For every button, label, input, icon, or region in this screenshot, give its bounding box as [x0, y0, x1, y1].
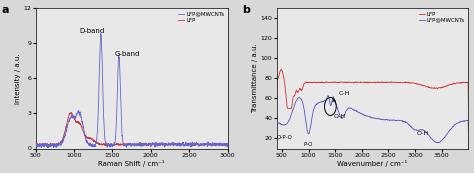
LFP@MWCNTs — [184, 144, 190, 146]
LFP — [273, 113, 279, 115]
Text: C-H: C-H — [333, 91, 350, 101]
X-axis label: Raman Shift / cm⁻¹: Raman Shift / cm⁻¹ — [98, 160, 165, 167]
Legend: LFP@MWCNTs, LFP: LFP@MWCNTs, LFP — [177, 11, 225, 23]
LFP — [33, 144, 38, 147]
LFP@MWCNTs — [98, 33, 104, 35]
Legend: LFP, LFP@MWCNTs: LFP, LFP@MWCNTs — [418, 11, 465, 23]
LFP — [126, 144, 132, 146]
LFP@MWCNTs — [126, 143, 132, 145]
LFP — [283, 99, 289, 101]
LFP — [460, 81, 466, 84]
LFP — [225, 145, 230, 147]
Line: LFP: LFP — [36, 113, 228, 146]
LFP — [43, 144, 48, 146]
LFP@MWCNTs — [362, 114, 368, 116]
LFP — [219, 144, 225, 146]
Text: O-H: O-H — [417, 131, 429, 136]
LFP@MWCNTs — [465, 136, 471, 138]
LFP@MWCNTs — [460, 120, 466, 122]
Text: O-P-O: O-P-O — [277, 135, 293, 140]
Line: LFP@MWCNTs: LFP@MWCNTs — [276, 95, 468, 143]
LFP@MWCNTs — [460, 120, 466, 122]
Text: b: b — [242, 5, 250, 15]
LFP — [184, 143, 190, 145]
LFP — [121, 143, 127, 145]
LFP@MWCNTs — [45, 147, 51, 149]
LFP — [460, 81, 466, 84]
LFP — [367, 81, 373, 83]
LFP — [219, 143, 225, 145]
Text: P-O: P-O — [304, 143, 313, 148]
Text: G-band: G-band — [115, 51, 140, 57]
LFP — [362, 81, 368, 83]
Text: a: a — [1, 5, 9, 15]
LFP@MWCNTs — [273, 136, 279, 139]
Y-axis label: Transmittance / a.u.: Transmittance / a.u. — [252, 43, 258, 113]
LFP@MWCNTs — [43, 143, 48, 145]
LFP@MWCNTs — [367, 116, 373, 118]
LFP — [69, 112, 74, 114]
LFP — [465, 114, 471, 116]
LFP@MWCNTs — [33, 145, 38, 147]
Line: LFP@MWCNTs: LFP@MWCNTs — [36, 34, 228, 148]
X-axis label: Wavenumber / cm⁻¹: Wavenumber / cm⁻¹ — [337, 160, 408, 167]
LFP@MWCNTs — [225, 146, 230, 148]
LFP@MWCNTs — [219, 143, 225, 145]
LFP — [278, 68, 284, 70]
LFP@MWCNTs — [425, 133, 430, 135]
LFP@MWCNTs — [435, 142, 441, 144]
Text: D-band: D-band — [80, 28, 105, 34]
LFP@MWCNTs — [121, 143, 127, 145]
Line: LFP: LFP — [276, 69, 468, 115]
LFP — [425, 86, 430, 88]
Text: O-H: O-H — [334, 114, 346, 119]
LFP@MWCNTs — [283, 123, 289, 125]
LFP@MWCNTs — [219, 143, 225, 145]
Y-axis label: Intensity / a.u.: Intensity / a.u. — [15, 53, 21, 104]
LFP@MWCNTs — [325, 94, 331, 97]
